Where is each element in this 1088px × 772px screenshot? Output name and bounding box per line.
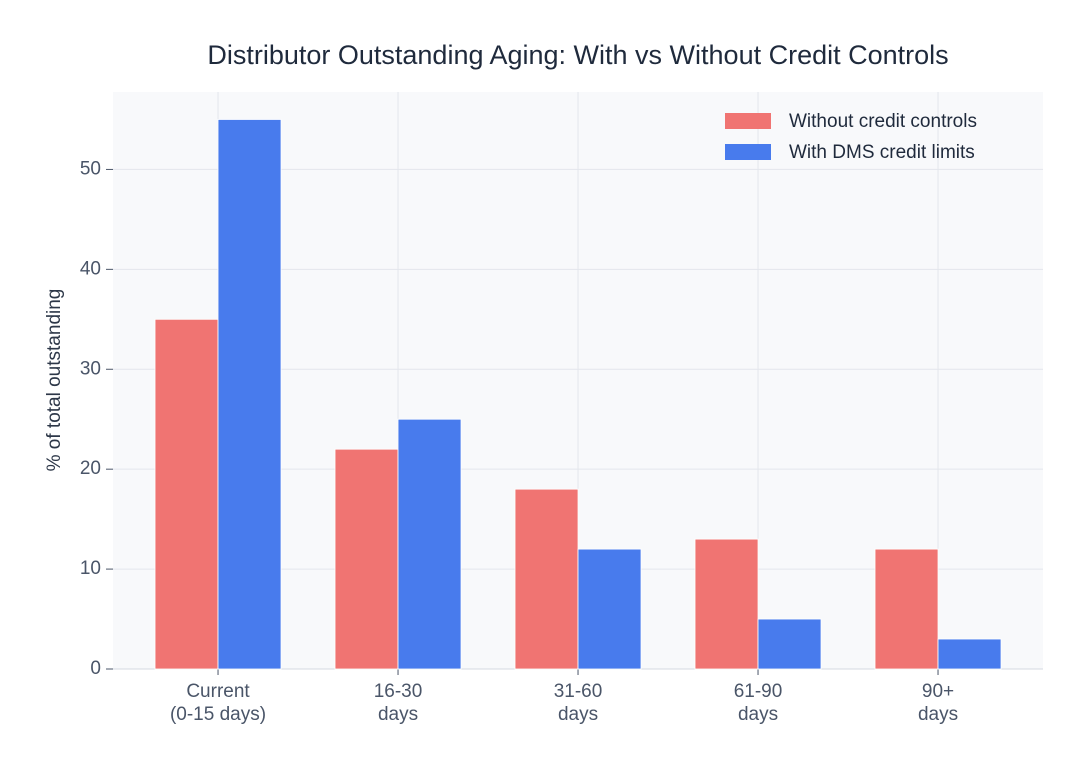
legend-swatch [725, 144, 771, 160]
x-tick-label: 61-90 days [733, 681, 783, 725]
bar [217, 119, 282, 670]
bar [937, 638, 1002, 670]
y-tick-label: 10 [80, 558, 101, 579]
x-tick-label: 90+ days [917, 681, 959, 725]
chart-title: Distributor Outstanding Aging: With vs W… [207, 40, 948, 70]
y-tick-label: 30 [80, 358, 101, 379]
bar [694, 538, 759, 670]
y-axis-label: % of total outstanding [44, 289, 65, 472]
y-tick-label: 20 [80, 458, 101, 479]
bar [874, 548, 939, 670]
legend-label: With DMS credit limits [789, 142, 975, 163]
bar [154, 318, 219, 670]
y-tick-label: 40 [80, 258, 101, 279]
bar [397, 418, 462, 670]
legend-label: Without credit controls [789, 111, 977, 132]
x-tick-label: 31-60 days [553, 681, 603, 725]
legend-swatch [725, 113, 771, 129]
bar [577, 548, 642, 670]
bar [334, 448, 399, 670]
y-tick-label: 0 [90, 658, 101, 679]
bar [757, 618, 822, 670]
x-tick-label: Current (0-15 days) [169, 681, 267, 725]
y-tick-label: 50 [80, 158, 101, 179]
x-tick-label: 16-30 days [373, 681, 423, 725]
bar [514, 488, 579, 670]
